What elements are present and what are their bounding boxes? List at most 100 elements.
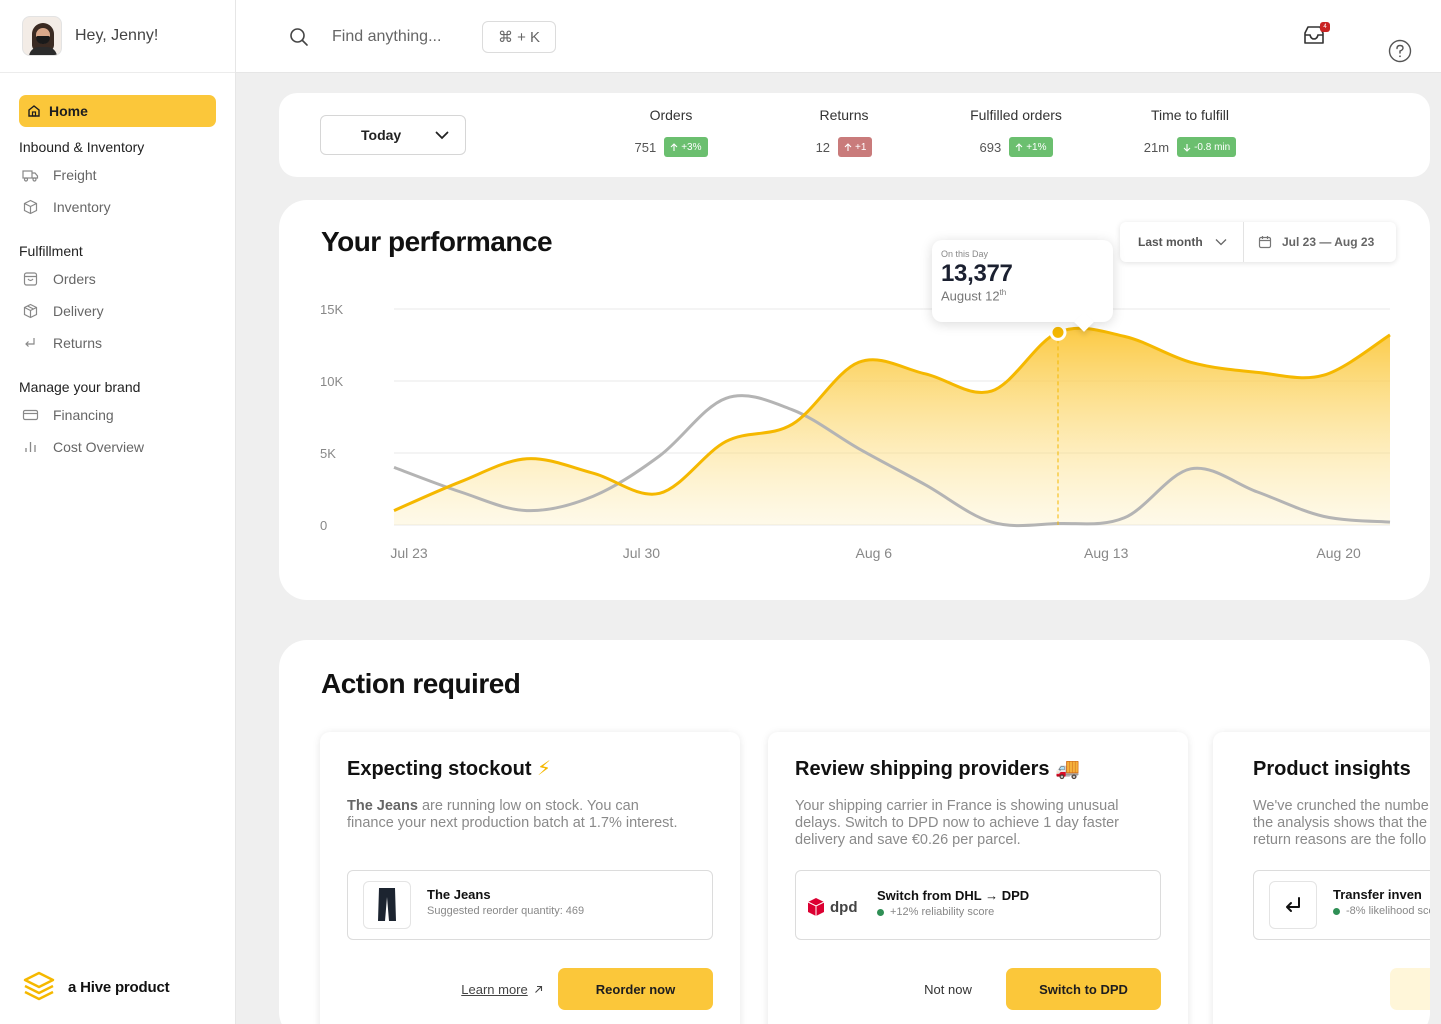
highlight-point[interactable]	[1049, 323, 1067, 341]
period-dropdown[interactable]: Today	[320, 115, 466, 155]
range-dates-button[interactable]: Jul 23 — Aug 23	[1244, 235, 1374, 249]
stat-label: Fulfilled orders	[970, 107, 1062, 123]
hive-logo-icon	[23, 971, 55, 1001]
stat-fulfilled-orders: Fulfilled orders 693 +1%	[956, 107, 1076, 157]
x-tick-label: Jul 30	[623, 545, 661, 561]
provider-item[interactable]: dpd Switch from DHL → DPD +12% reliabili…	[795, 870, 1161, 940]
inbox-button[interactable]: 4	[1302, 22, 1330, 51]
sidebar: Hey, Jenny! Home Inbound & Inventory Fre…	[0, 0, 236, 1024]
stockout-card: Expecting stockout ⚡ The Jeans are runni…	[320, 732, 740, 1024]
x-tick-label: Aug 20	[1316, 545, 1361, 561]
stat-value: 12	[815, 139, 831, 155]
sidebar-item-financing[interactable]: Financing	[19, 399, 216, 431]
box-icon	[23, 199, 38, 215]
shipping-providers-card: Review shipping providers 🚚 Your shippin…	[768, 732, 1188, 1024]
external-link-icon	[534, 985, 542, 993]
sidebar-item-label: Delivery	[53, 303, 104, 319]
sidebar-item-label: Freight	[53, 167, 97, 183]
bag-icon	[23, 272, 38, 286]
inbox-icon	[1304, 26, 1324, 44]
search-icon[interactable]	[289, 27, 309, 47]
return-thumbnail	[1269, 881, 1317, 929]
sidebar-item-cost-overview[interactable]: Cost Overview	[19, 431, 216, 463]
dpd-cube-icon	[807, 898, 825, 916]
stat-orders: Orders 751 +3%	[631, 107, 711, 157]
chevron-down-icon	[1215, 239, 1227, 246]
card-description: Your shipping carrier in France is showi…	[795, 798, 1119, 848]
insight-action-button[interactable]	[1390, 968, 1430, 1010]
orders-area	[394, 328, 1390, 525]
lightning-icon: ⚡	[537, 758, 552, 780]
status-dot	[877, 908, 884, 916]
performance-card: 0 5K 10K 15K Jul 23 Jul 30 Aug 6 Aug 13 Aug 20 …	[279, 200, 1430, 600]
stat-returns: Returns 12 +1	[804, 107, 884, 157]
performance-chart[interactable]: 0 5K 10K 15K Jul 23 Jul 30 Aug 6 Aug 13 Aug 20	[279, 200, 1430, 600]
sidebar-item-orders[interactable]: Orders	[19, 263, 216, 295]
sidebar-item-inventory[interactable]: Inventory	[19, 191, 216, 223]
card-description: The Jeans are running low on stock. You …	[347, 798, 678, 831]
sidebar-item-label: Home	[49, 103, 88, 119]
item-name: Switch from DHL → DPD	[877, 888, 1030, 903]
card-title: Expecting stockout ⚡	[347, 758, 552, 780]
truck-emoji-icon: 🚚	[1055, 758, 1080, 780]
stat-change-badge: +1	[838, 137, 873, 157]
comparison-line	[393, 394, 1391, 528]
status-dot	[1333, 907, 1340, 915]
card-icon	[22, 409, 39, 421]
top-bar: ⌘ + K 4	[236, 0, 1441, 73]
period-dropdown-value: Today	[361, 127, 402, 143]
range-dates-label: Jul 23 — Aug 23	[1282, 235, 1375, 249]
card-title: Review shipping providers 🚚	[795, 758, 1080, 780]
nav-section-title: Inbound & Inventory	[19, 139, 145, 155]
insight-item[interactable]: Transfer inven -8% likelihood sco	[1253, 870, 1430, 940]
x-tick-label: Jul 23	[390, 545, 428, 561]
switch-to-dpd-button[interactable]: Switch to DPD	[1006, 968, 1161, 1010]
stat-label: Returns	[819, 107, 869, 123]
home-icon	[28, 105, 40, 117]
avatar[interactable]	[22, 16, 62, 56]
item-subtitle: Suggested reorder quantity: 469	[427, 905, 585, 917]
sidebar-item-home[interactable]: Home	[19, 95, 216, 127]
jeans-icon	[378, 888, 396, 921]
brand-logo: a Hive product	[22, 970, 170, 1004]
stat-label: Orders	[649, 107, 693, 123]
date-range-picker[interactable]: Last month Jul 23 — Aug 23	[1120, 222, 1396, 262]
dpd-logo: dpd	[806, 897, 858, 917]
product-item[interactable]: The Jeans Suggested reorder quantity: 46…	[347, 870, 713, 940]
nav-section-title: Fulfillment	[19, 243, 83, 259]
range-preset-label: Last month	[1138, 235, 1203, 249]
jeans-thumbnail	[363, 881, 411, 929]
sidebar-item-delivery[interactable]: Delivery	[19, 295, 216, 327]
card-title: Product insights	[1253, 758, 1411, 780]
search-input[interactable]	[332, 22, 472, 52]
action-required-card: Action required Expecting stockout ⚡ The…	[279, 640, 1430, 1024]
performance-title: Your performance	[321, 226, 553, 257]
nav-section-title: Manage your brand	[19, 379, 141, 395]
stat-time-to-fulfill: Time to fulfill 21m -0.8 min	[1130, 107, 1250, 157]
x-tick-label: Aug 6	[856, 545, 893, 561]
product-insights-card: Product insights We've crunched the numb…	[1213, 732, 1430, 1024]
tooltip-value: 13,377	[941, 260, 1013, 287]
sidebar-item-returns[interactable]: Returns	[19, 327, 216, 359]
not-now-button[interactable]: Not now	[924, 981, 972, 997]
reorder-now-button[interactable]: Reorder now	[558, 968, 713, 1010]
y-tick-label: 0	[320, 518, 327, 533]
arrow-up-icon	[844, 142, 852, 151]
tooltip-label: On this Day	[941, 249, 989, 259]
tooltip-date: August 12th	[941, 288, 1007, 304]
y-tick-label: 10K	[320, 374, 343, 389]
truck-icon	[22, 170, 39, 182]
stat-change-badge: +1%	[1009, 137, 1053, 157]
arrow-down-icon	[1183, 143, 1191, 152]
chart-tooltip: On this Day 13,377 August 12th	[932, 240, 1113, 332]
range-preset-dropdown[interactable]: Last month	[1120, 222, 1244, 262]
help-icon[interactable]	[1388, 39, 1412, 63]
learn-more-link[interactable]: Learn more	[457, 968, 547, 1010]
stat-label: Time to fulfill	[1150, 107, 1230, 123]
sidebar-item-freight[interactable]: Freight	[19, 159, 216, 191]
item-subtitle: -8% likelihood sco	[1333, 905, 1430, 917]
sidebar-item-label: Financing	[53, 407, 114, 423]
brand-name: a Hive product	[68, 978, 170, 996]
stat-change-badge: -0.8 min	[1177, 137, 1237, 157]
return-icon	[25, 338, 35, 347]
